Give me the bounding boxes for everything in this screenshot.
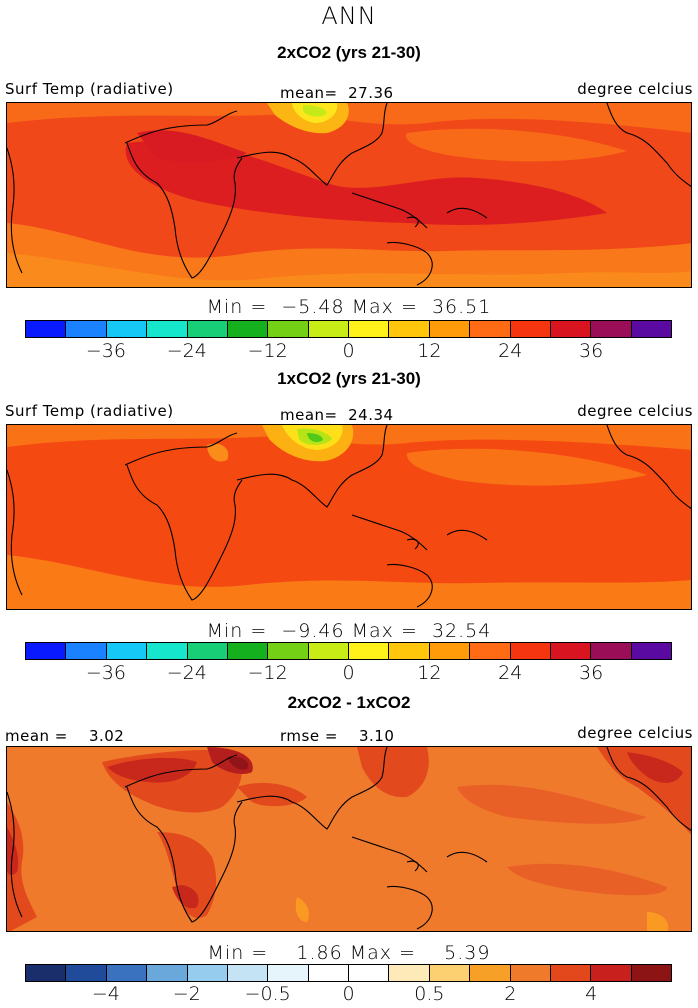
colorbar-swatch xyxy=(227,321,269,337)
panel-3-rmse-label: rmse = 3.10 xyxy=(280,727,395,745)
colorbar-swatch xyxy=(550,643,592,659)
colorbar-swatch xyxy=(510,965,551,981)
colorbar-tick-label: −36 xyxy=(85,340,126,362)
panel-3-title: 2xCO2 - 1xCO2 xyxy=(287,693,411,712)
colorbar-tick-label: −0.5 xyxy=(244,983,291,1005)
colorbar-tick-label: −2 xyxy=(172,983,201,1005)
colorbar-tick-label: 2 xyxy=(504,983,517,1005)
colorbar-swatch xyxy=(106,321,148,337)
colorbar-tick-label: 24 xyxy=(498,340,523,362)
colorbar-swatch xyxy=(631,321,671,337)
panel-2-colorbar xyxy=(25,642,672,660)
panel-3-colorbar xyxy=(25,964,672,982)
colorbar-swatch xyxy=(26,643,67,659)
colorbar-swatch xyxy=(429,965,471,981)
colorbar-tick-label: −4 xyxy=(91,983,120,1005)
colorbar-swatch xyxy=(510,643,551,659)
colorbar-swatch xyxy=(147,965,188,981)
colorbar-tick-label: 4 xyxy=(585,983,598,1005)
panel-1-colorbar xyxy=(25,320,672,338)
colorbar-swatch xyxy=(470,321,511,337)
colorbar-swatch xyxy=(470,965,511,981)
colorbar-swatch xyxy=(66,965,107,981)
colorbar-swatch xyxy=(227,965,269,981)
colorbar-swatch xyxy=(389,965,430,981)
colorbar-swatch xyxy=(550,321,592,337)
panel-2-map xyxy=(6,424,692,610)
colorbar-swatch xyxy=(510,321,551,337)
colorbar-swatch xyxy=(187,321,228,337)
colorbar-swatch xyxy=(591,321,632,337)
colorbar-swatch xyxy=(147,321,188,337)
colorbar-swatch xyxy=(147,643,188,659)
panel-3-mean-label: mean = 3.02 xyxy=(5,727,125,745)
colorbar-swatch xyxy=(429,643,471,659)
colorbar-swatch xyxy=(106,643,148,659)
panel-1-units-label: degree celcius xyxy=(577,80,693,98)
colorbar-swatch xyxy=(389,321,430,337)
colorbar-swatch xyxy=(631,965,671,981)
panel-2-units-label: degree celcius xyxy=(577,402,693,420)
panel-1-map-field xyxy=(7,103,691,287)
colorbar-tick-label: 36 xyxy=(579,340,604,362)
colorbar-tick-label: −12 xyxy=(247,340,288,362)
colorbar-swatch xyxy=(187,965,228,981)
panel-2-variable-label: Surf Temp (radiative) xyxy=(5,402,174,420)
panel-3-map xyxy=(6,746,692,932)
panel-3-minmax: Min = 1.86 Max = 5.39 xyxy=(207,942,491,964)
colorbar-swatch xyxy=(308,965,349,981)
colorbar-swatch xyxy=(187,643,228,659)
panel-3-map-field xyxy=(7,747,691,931)
colorbar-swatch xyxy=(26,321,67,337)
panel-2-title: 1xCO2 (yrs 21-30) xyxy=(277,369,421,388)
panel-2-colorbar-ticks: −36 −24 −12 0 12 24 36 xyxy=(25,662,672,684)
colorbar-swatch xyxy=(227,643,269,659)
colorbar-tick-label: 0.5 xyxy=(414,983,445,1005)
panel-3-units-label: degree celcius xyxy=(577,724,693,742)
colorbar-swatch xyxy=(550,965,592,981)
panel-3-colorbar-ticks: −4 −2 −0.5 0 0.5 2 4 xyxy=(25,983,672,1005)
colorbar-swatch xyxy=(349,643,390,659)
colorbar-tick-label: 12 xyxy=(417,662,442,684)
panel-1-map xyxy=(6,102,692,288)
colorbar-swatch xyxy=(268,643,309,659)
colorbar-swatch xyxy=(26,965,67,981)
colorbar-swatch xyxy=(349,321,390,337)
colorbar-swatch xyxy=(429,321,471,337)
colorbar-swatch xyxy=(631,643,671,659)
colorbar-swatch xyxy=(389,643,430,659)
figure-title: ANN xyxy=(321,2,377,30)
colorbar-swatch xyxy=(268,321,309,337)
colorbar-swatch xyxy=(308,643,349,659)
panel-1-colorbar-ticks: −36 −24 −12 0 12 24 36 xyxy=(25,340,672,362)
colorbar-tick-label: 0 xyxy=(342,340,355,362)
colorbar-swatch xyxy=(268,965,309,981)
colorbar-tick-label: −24 xyxy=(166,662,207,684)
panel-2-mean-label: mean= 24.34 xyxy=(280,406,394,424)
colorbar-swatch xyxy=(106,965,148,981)
panel-1-title: 2xCO2 (yrs 21-30) xyxy=(277,43,421,62)
panel-1-minmax: Min = −5.48 Max = 36.51 xyxy=(206,296,492,318)
colorbar-tick-label: −24 xyxy=(166,340,207,362)
colorbar-swatch xyxy=(66,643,107,659)
colorbar-tick-label: 12 xyxy=(417,340,442,362)
panel-2-map-field xyxy=(7,425,691,609)
colorbar-tick-label: 36 xyxy=(579,662,604,684)
colorbar-tick-label: 0 xyxy=(342,662,355,684)
colorbar-swatch xyxy=(470,643,511,659)
panel-1-mean-label: mean= 27.36 xyxy=(280,84,394,102)
colorbar-tick-label: 24 xyxy=(498,662,523,684)
colorbar-swatch xyxy=(308,321,349,337)
colorbar-swatch xyxy=(349,965,390,981)
colorbar-tick-label: −12 xyxy=(247,662,288,684)
colorbar-swatch xyxy=(66,321,107,337)
colorbar-tick-label: 0 xyxy=(342,983,355,1005)
panel-1-variable-label: Surf Temp (radiative) xyxy=(5,80,174,98)
colorbar-tick-label: −36 xyxy=(85,662,126,684)
colorbar-swatch xyxy=(591,643,632,659)
panel-2-minmax: Min = −9.46 Max = 32.54 xyxy=(206,620,492,642)
colorbar-swatch xyxy=(591,965,632,981)
